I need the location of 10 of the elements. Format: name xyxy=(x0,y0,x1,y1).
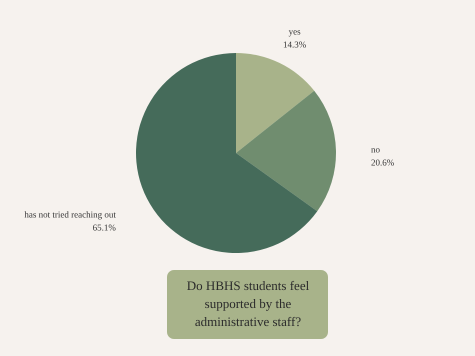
pie-slice xyxy=(136,53,318,253)
pie-slice xyxy=(236,53,314,153)
pie-slice xyxy=(236,90,336,212)
slice-label: yes xyxy=(288,26,302,36)
slice-label: no xyxy=(370,144,380,155)
data-label: 14.3% xyxy=(283,39,307,50)
text: Do HBHS students feel supported by the administrative staff? xyxy=(186,278,310,329)
slice-label: has not tried reaching out xyxy=(24,210,116,220)
data-label: 20.6% xyxy=(370,158,395,168)
data-label: 65.1% xyxy=(92,222,116,233)
